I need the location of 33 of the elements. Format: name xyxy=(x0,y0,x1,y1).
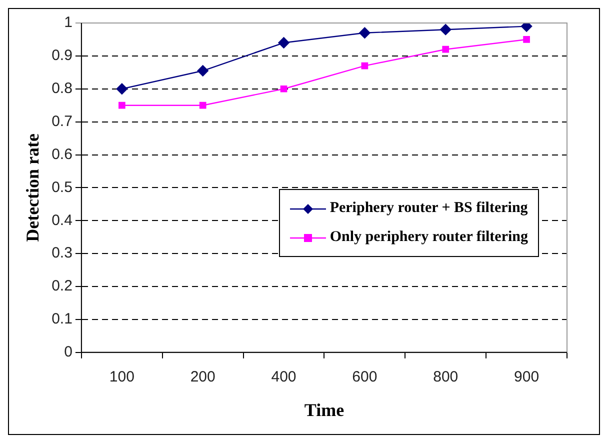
x-tick-label: 100 xyxy=(109,368,134,386)
point xyxy=(361,62,368,70)
y-tick-label: 1 xyxy=(64,14,72,32)
point xyxy=(197,65,208,76)
y-tick-label: 0.1 xyxy=(52,310,72,328)
point xyxy=(280,85,288,92)
x-tick-label: 400 xyxy=(271,368,296,386)
x-tick-label: 600 xyxy=(352,368,378,386)
y-tick-label: 0.8 xyxy=(52,80,72,98)
legend-label: Periphery router + BS filtering xyxy=(330,200,528,217)
y-tick-label: 0 xyxy=(64,344,72,361)
y-tick-label: 0.3 xyxy=(52,244,72,262)
y-axis-title: Detection rate xyxy=(22,133,42,242)
y-tick-label: 0.5 xyxy=(52,178,72,196)
point xyxy=(118,102,126,109)
x-tick-label: 900 xyxy=(514,368,540,386)
point xyxy=(523,36,530,43)
point xyxy=(278,37,290,48)
point xyxy=(520,23,532,32)
point xyxy=(199,102,206,109)
point xyxy=(440,24,452,36)
point xyxy=(116,83,128,94)
point xyxy=(442,46,450,53)
y-tick-label: 0.7 xyxy=(52,112,72,130)
x-tick-label: 200 xyxy=(190,368,216,386)
x-axis-title: Time xyxy=(304,400,344,420)
point xyxy=(359,27,370,38)
y-tick-label: 0.6 xyxy=(52,146,72,163)
y-tick-label: 0.2 xyxy=(52,278,72,295)
y-tick-label: 0.4 xyxy=(52,212,72,229)
y-tick-label: 0.9 xyxy=(52,47,72,64)
x-tick-label: 800 xyxy=(433,368,458,386)
legend-label: Only periphery router filtering xyxy=(330,229,528,246)
